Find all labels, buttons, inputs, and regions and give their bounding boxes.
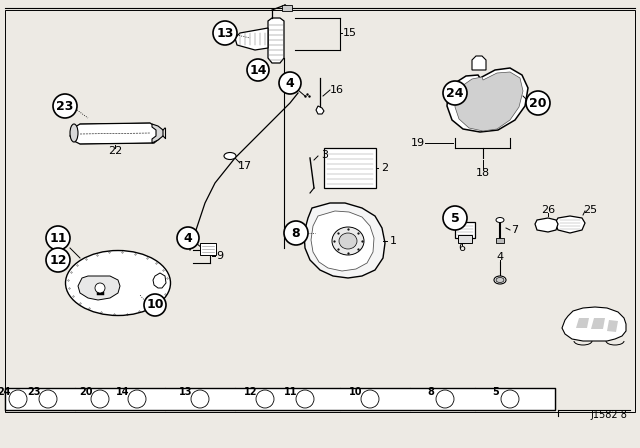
Ellipse shape: [65, 250, 170, 315]
Text: 12: 12: [49, 254, 67, 267]
Circle shape: [247, 59, 269, 81]
Bar: [458, 235, 472, 243]
Circle shape: [95, 283, 105, 293]
Polygon shape: [268, 18, 284, 63]
Polygon shape: [472, 56, 486, 70]
Text: 6: 6: [458, 243, 465, 253]
Text: 2: 2: [381, 163, 388, 173]
Bar: [496, 238, 504, 243]
Text: 25: 25: [583, 205, 597, 215]
Ellipse shape: [70, 124, 78, 142]
Text: 15: 15: [343, 28, 357, 38]
Bar: [324, 148, 376, 188]
Circle shape: [191, 390, 209, 408]
Ellipse shape: [332, 227, 364, 255]
Polygon shape: [535, 218, 558, 232]
Text: 20: 20: [79, 387, 93, 397]
Polygon shape: [447, 68, 528, 132]
Polygon shape: [304, 203, 385, 278]
Circle shape: [9, 390, 27, 408]
Text: J1582 8: J1582 8: [590, 410, 627, 420]
Text: 23: 23: [56, 99, 74, 112]
Circle shape: [443, 206, 467, 230]
Text: 8: 8: [428, 387, 435, 397]
Polygon shape: [591, 318, 605, 329]
Text: 20: 20: [529, 96, 547, 109]
Text: 22: 22: [108, 146, 122, 156]
Ellipse shape: [339, 233, 357, 249]
Circle shape: [39, 390, 57, 408]
Text: 8: 8: [292, 227, 300, 240]
Bar: [5, 388, 555, 410]
Circle shape: [526, 91, 550, 115]
Polygon shape: [555, 216, 585, 233]
Bar: [200, 243, 216, 255]
Text: 5: 5: [451, 211, 460, 224]
Polygon shape: [78, 276, 120, 300]
Polygon shape: [576, 318, 589, 328]
Text: 26: 26: [541, 205, 555, 215]
Circle shape: [177, 227, 199, 249]
Polygon shape: [70, 123, 162, 144]
Text: 10: 10: [349, 387, 363, 397]
Text: 13: 13: [179, 387, 193, 397]
Text: 14: 14: [116, 387, 130, 397]
Circle shape: [46, 248, 70, 272]
Text: 24: 24: [446, 86, 464, 99]
Text: 23: 23: [28, 387, 41, 397]
Circle shape: [213, 21, 237, 45]
Text: 16: 16: [330, 85, 344, 95]
Circle shape: [91, 390, 109, 408]
Ellipse shape: [224, 152, 236, 159]
Ellipse shape: [494, 276, 506, 284]
Text: 10: 10: [147, 298, 164, 311]
Circle shape: [144, 294, 166, 316]
Circle shape: [279, 72, 301, 94]
Circle shape: [256, 390, 274, 408]
Ellipse shape: [496, 277, 504, 283]
Circle shape: [46, 226, 70, 250]
Text: 11: 11: [49, 232, 67, 245]
Circle shape: [501, 390, 519, 408]
Circle shape: [128, 390, 146, 408]
Polygon shape: [152, 124, 163, 143]
Circle shape: [361, 390, 379, 408]
Text: 13: 13: [216, 26, 234, 39]
Circle shape: [443, 81, 467, 105]
Text: 4: 4: [497, 252, 504, 262]
Text: 12: 12: [244, 387, 258, 397]
Text: 24: 24: [0, 387, 11, 397]
Polygon shape: [562, 307, 626, 341]
Circle shape: [284, 221, 308, 245]
Text: 5: 5: [493, 387, 499, 397]
Text: 11: 11: [284, 387, 298, 397]
Bar: [455, 222, 475, 238]
Circle shape: [436, 390, 454, 408]
Polygon shape: [455, 72, 523, 131]
Text: 9: 9: [216, 251, 223, 261]
Circle shape: [53, 94, 77, 118]
Polygon shape: [153, 273, 166, 288]
Text: 18: 18: [476, 168, 490, 178]
Bar: [5, 10, 635, 412]
Circle shape: [296, 390, 314, 408]
Text: 4: 4: [285, 77, 294, 90]
Text: 7: 7: [511, 225, 518, 235]
Text: 3: 3: [321, 150, 328, 160]
Text: 4: 4: [184, 232, 193, 245]
Text: 19: 19: [411, 138, 425, 148]
Polygon shape: [235, 28, 268, 50]
Polygon shape: [311, 211, 374, 271]
Text: 17: 17: [238, 161, 252, 171]
Ellipse shape: [496, 217, 504, 223]
Text: 14: 14: [249, 64, 267, 77]
Polygon shape: [316, 106, 324, 114]
Bar: [282, 5, 292, 11]
Text: 1: 1: [390, 236, 397, 246]
Polygon shape: [607, 320, 618, 332]
